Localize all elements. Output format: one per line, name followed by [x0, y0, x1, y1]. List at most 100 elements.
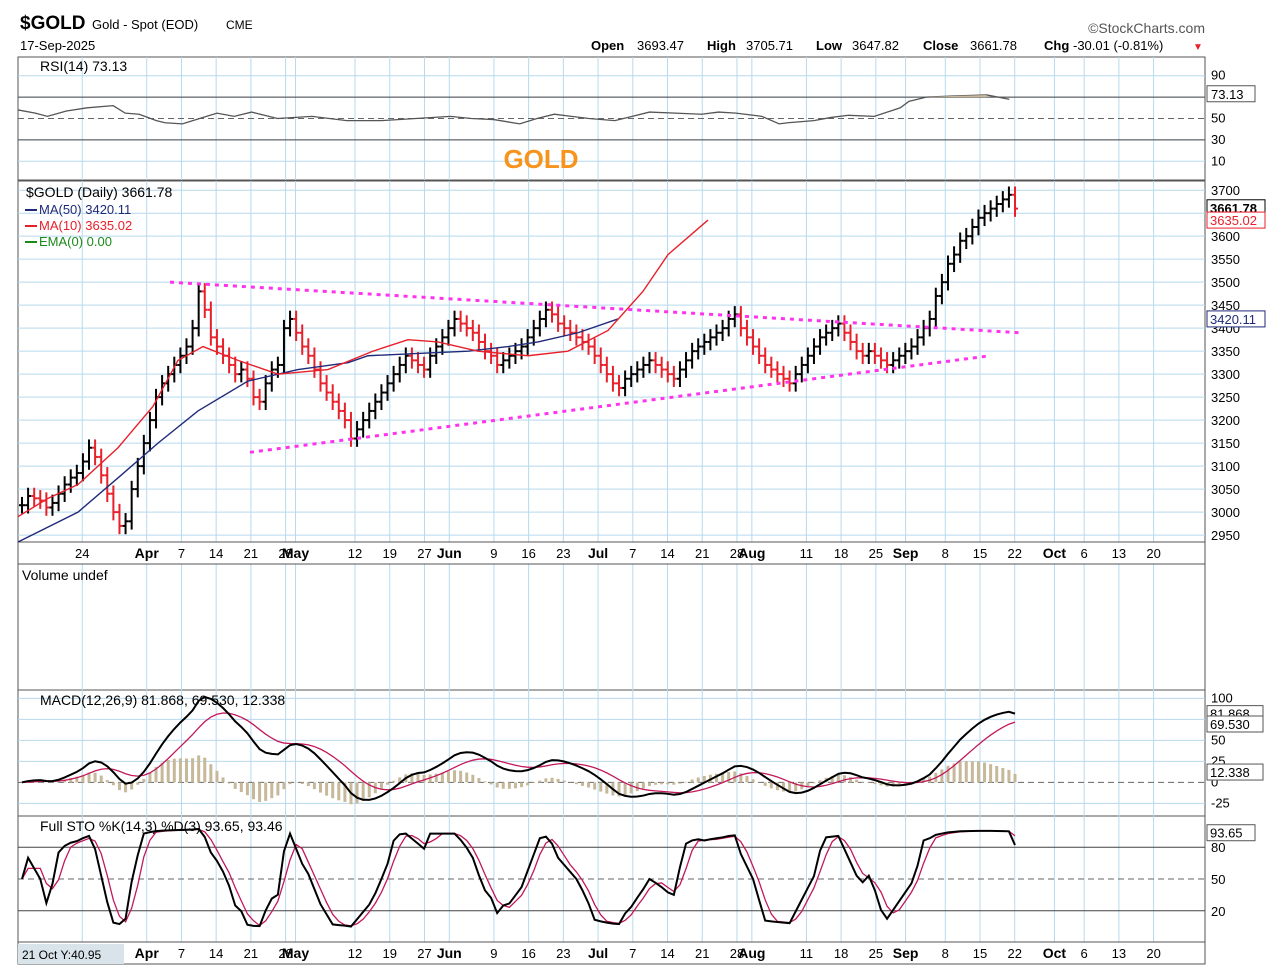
macd-histogram-bar [879, 782, 883, 786]
price-tick-label: 3700 [1211, 183, 1240, 198]
macd-histogram-bar [629, 782, 633, 794]
macd-histogram-bar [367, 782, 371, 798]
macd-histogram-bar [227, 782, 231, 784]
volume-panel: Volume undef [22, 567, 108, 583]
price-tick-label: 3600 [1211, 229, 1240, 244]
price-tick-label: 2950 [1211, 528, 1240, 543]
macd-histogram-bar [398, 777, 402, 783]
date-tick-label: 21 [695, 946, 709, 961]
macd-histogram-bar [830, 775, 834, 783]
sto-title: Full STO %K(14,3) %D(3) 93.65, 93.46 [40, 818, 283, 834]
macd-histogram-bar [727, 772, 731, 783]
macd-tick-label: 0 [1211, 774, 1218, 789]
macd-histogram-bar [148, 772, 152, 783]
date-tick-label: 20 [1146, 546, 1160, 561]
macd-histogram-bar [105, 780, 109, 783]
macd-histogram-bar [489, 782, 493, 785]
macd-histogram-bar [221, 777, 225, 783]
macd-histogram-bar [251, 782, 255, 800]
macd-histogram-bar [739, 773, 743, 783]
date-tick-label: 28 [730, 546, 744, 561]
macd-histogram-bar [897, 782, 901, 786]
date-tick-label: May [282, 545, 309, 561]
macd-histogram-bar [191, 758, 195, 783]
ohlc-chg: -30.01 (-0.81%) [1073, 38, 1163, 53]
macd-histogram-bar [641, 782, 645, 789]
macd-histogram-bar [587, 782, 591, 788]
macd-histogram-bar [836, 774, 840, 783]
macd-histogram-bar [873, 782, 877, 785]
macd-histogram-bar [337, 782, 341, 801]
macd-histogram-bar [702, 775, 706, 783]
rsi-tick-label: 90 [1211, 68, 1225, 83]
macd-histogram-bar [276, 782, 280, 796]
date-tick-label: 16 [521, 546, 535, 561]
ohlc-close: 3661.78 [970, 38, 1017, 53]
macd-histogram-bar [574, 782, 578, 785]
macd-histogram-bar [983, 762, 987, 783]
price-badge-box [1206, 310, 1266, 328]
date-tick-label: 20 [1146, 946, 1160, 961]
date-tick-label: 18 [834, 546, 848, 561]
macd-histogram-bar [1001, 767, 1005, 783]
macd-histogram-bar [976, 761, 980, 783]
macd-histogram-bar [130, 782, 134, 790]
price-tick-label: 3150 [1211, 436, 1240, 451]
price-badge-box [1206, 211, 1266, 229]
macd-tick-label: -25 [1211, 795, 1230, 810]
macd-histogram-bar [782, 782, 786, 792]
macd-histogram-bar [842, 775, 846, 783]
macd-histogram-bar [769, 782, 773, 789]
ohlc-chg-label: Chg [1044, 38, 1069, 53]
date-tick-label: 24 [75, 546, 89, 561]
macd-histogram-bar [172, 758, 176, 783]
macd-histogram-bar [763, 782, 767, 786]
macd-histogram-bar [672, 782, 676, 785]
volume-title: Volume undef [22, 567, 108, 583]
macd-histogram-bar [520, 782, 524, 788]
macd-histogram-bar [434, 773, 438, 783]
exchange: CME [226, 18, 253, 32]
macd-histogram-bar [258, 782, 262, 802]
macd-histogram-bar [282, 782, 286, 790]
date-tick-label: Aug [738, 545, 765, 561]
date-tick-label: Sep [893, 545, 919, 561]
macd-histogram-bar [477, 777, 481, 783]
macd-histogram-bar [197, 755, 201, 783]
date-tick-label: Sep [893, 945, 919, 961]
date-tick-label: 15 [973, 546, 987, 561]
chg-down-arrow-icon: ▼ [1193, 42, 1203, 53]
date-tick-label: 7 [629, 946, 636, 961]
macd-histogram-bar [623, 782, 627, 796]
date-tick-label: 11 [800, 946, 814, 961]
date-tick-label: Jun [437, 545, 462, 561]
macd-histogram-bar [264, 782, 268, 801]
macd-histogram-bar [69, 777, 73, 783]
macd-histogram-bar [239, 782, 243, 793]
date-tick-label: Apr [135, 545, 160, 561]
date-tick-label: 21 [695, 546, 709, 561]
macd-title: MACD(12,26,9) 81.868, 69.530, 12.338 [40, 692, 285, 708]
macd-histogram-bar [312, 782, 316, 790]
date-axis [17, 941, 1206, 965]
macd-signal-line [21, 712, 1016, 794]
macd-histogram-bar [422, 774, 426, 783]
date-tick-label: 7 [178, 546, 185, 561]
macd-histogram-bar [416, 773, 420, 783]
date-tick-label: 6 [1081, 546, 1088, 561]
chart-date: 17-Sep-2025 [20, 38, 95, 53]
price-badge: 3635.02 [1210, 213, 1257, 228]
sto-k-line [21, 827, 1016, 928]
macd-histogram-bar [903, 782, 907, 785]
sto-tick-label: 80 [1211, 840, 1225, 855]
date-tick-label: 18 [834, 946, 848, 961]
date-tick-label: 8 [942, 946, 949, 961]
macd-tick-label: 50 [1211, 732, 1225, 747]
price-tick-label: 3000 [1211, 505, 1240, 520]
ohlc-low-label: Low [816, 38, 843, 53]
macd-histogram-bar [617, 782, 621, 797]
rsi-badge-box [1206, 85, 1256, 103]
legend-label: EMA(0) 0.00 [39, 234, 112, 249]
macd-histogram-bar [806, 782, 810, 787]
date-tick-label: 22 [1007, 946, 1021, 961]
